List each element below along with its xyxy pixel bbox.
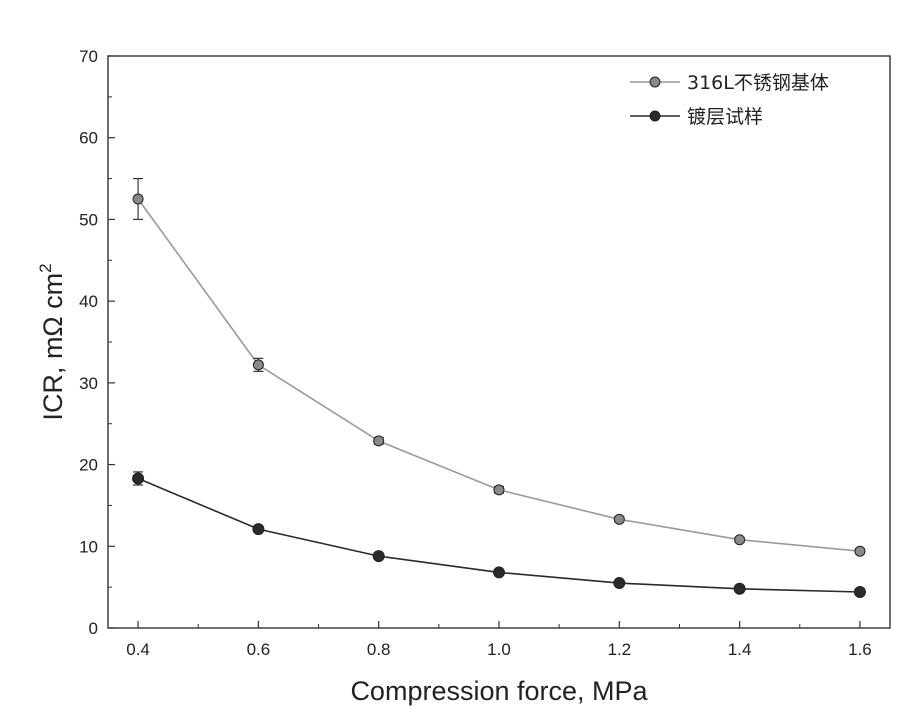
y-axis-title-main: ICR, mΩ cm bbox=[38, 273, 68, 421]
data-point bbox=[854, 587, 865, 598]
data-point bbox=[494, 485, 504, 495]
x-tick-label: 0.4 bbox=[126, 640, 150, 659]
series-1 bbox=[133, 179, 865, 557]
data-point bbox=[133, 194, 143, 204]
data-point bbox=[614, 578, 625, 589]
data-point bbox=[734, 583, 745, 594]
legend-item-2: 镀层试样 bbox=[630, 106, 763, 128]
y-tick-label: 10 bbox=[79, 537, 98, 556]
y-tick-label: 70 bbox=[79, 47, 98, 66]
legend-label: 镀层试样 bbox=[687, 106, 763, 128]
y-axis-title-superscript: 2 bbox=[36, 263, 55, 272]
y-tick-label: 20 bbox=[79, 456, 98, 475]
y-tick-label: 40 bbox=[79, 292, 98, 311]
data-point bbox=[373, 551, 384, 562]
y-tick-label: 50 bbox=[79, 210, 98, 229]
data-point bbox=[253, 360, 263, 370]
x-axis-title: Compression force, MPa bbox=[350, 676, 648, 706]
x-tick-label: 0.6 bbox=[247, 640, 271, 659]
data-point bbox=[735, 535, 745, 545]
y-axis-title: ICR, mΩ cm2 bbox=[36, 263, 68, 420]
y-tick-label: 30 bbox=[79, 374, 98, 393]
legend-item-1: 316L不锈钢基体 bbox=[630, 72, 829, 94]
data-point bbox=[855, 546, 865, 556]
data-point bbox=[253, 524, 264, 535]
x-tick-label: 0.8 bbox=[367, 640, 391, 659]
x-tick-label: 1.4 bbox=[728, 640, 752, 659]
y-tick-label: 0 bbox=[89, 619, 98, 638]
legend-label: 316L不锈钢基体 bbox=[687, 72, 829, 94]
axis-ticks: 0.4 0.6 0.8 1.0 1.2 1.4 1.6 0 10 20 30 40 50 60 70 bbox=[79, 47, 872, 659]
x-tick-label: 1.6 bbox=[848, 640, 872, 659]
data-point bbox=[494, 567, 505, 578]
data-point bbox=[614, 514, 624, 524]
data-point bbox=[374, 436, 384, 446]
legend: 316L不锈钢基体镀层试样 bbox=[630, 72, 829, 128]
x-tick-label: 1.0 bbox=[487, 640, 511, 659]
legend-marker bbox=[650, 111, 660, 121]
series-layer bbox=[133, 179, 866, 598]
x-tick-label: 1.2 bbox=[607, 640, 631, 659]
legend-marker bbox=[650, 77, 660, 87]
y-tick-label: 60 bbox=[79, 129, 98, 148]
data-point bbox=[133, 473, 144, 484]
series-line bbox=[138, 199, 860, 551]
